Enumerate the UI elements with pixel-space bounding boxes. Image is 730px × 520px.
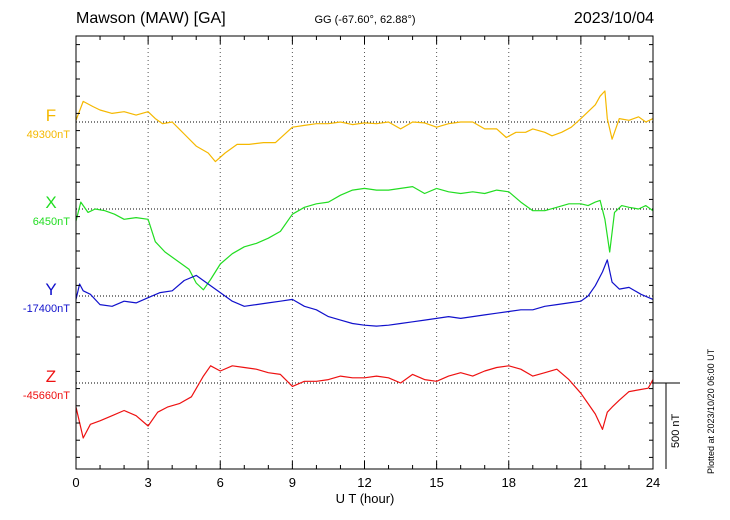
- scale-bar-label: 500 nT: [670, 413, 682, 448]
- x-tick-label: 12: [357, 475, 371, 490]
- series-line-z: [75, 365, 654, 439]
- x-tick-label: 18: [502, 475, 516, 490]
- plot-date: 2023/10/04: [573, 10, 654, 27]
- series-line-y: [75, 259, 654, 327]
- station-coordinates: GG (-67.60°, 62.88°): [314, 14, 416, 26]
- series-labels: F 49300nT X 6450nT Y -17400nT Z -45660nT: [23, 106, 70, 402]
- x-tick-label: 24: [646, 475, 660, 490]
- scale-bar: [653, 382, 680, 469]
- series-name-f: F: [46, 106, 56, 125]
- baseline-label-z: -45660nT: [23, 390, 70, 402]
- x-tick-label: 0: [72, 475, 79, 490]
- x-tick-label: 3: [145, 475, 152, 490]
- series-name-z: Z: [46, 367, 56, 386]
- baseline-lines: [76, 121, 653, 384]
- x-tick-label: 21: [574, 475, 588, 490]
- axis-ticks: [75, 36, 654, 469]
- series-name-y: Y: [45, 280, 56, 299]
- series-line-x: [75, 186, 654, 291]
- grid-lines: [147, 36, 582, 469]
- x-tick-label: 15: [429, 475, 443, 490]
- baseline-label-y: -17400nT: [23, 303, 70, 315]
- plotted-timestamp: Plotted at 2023/10/20 06:00 UT: [706, 348, 716, 474]
- series-lines: [75, 90, 654, 439]
- x-tick-label: 6: [217, 475, 224, 490]
- series-line-f: [75, 90, 654, 163]
- baseline-label-x: 6450nT: [33, 216, 71, 228]
- baseline-label-f: 49300nT: [27, 129, 71, 141]
- x-tick-label: 9: [289, 475, 296, 490]
- series-name-x: X: [45, 193, 56, 212]
- x-axis-label: U T (hour): [336, 491, 395, 506]
- x-tick-labels: 0 3 6 9 12 15 18 21 24: [72, 475, 660, 490]
- station-title: Mawson (MAW) [GA]: [76, 10, 226, 27]
